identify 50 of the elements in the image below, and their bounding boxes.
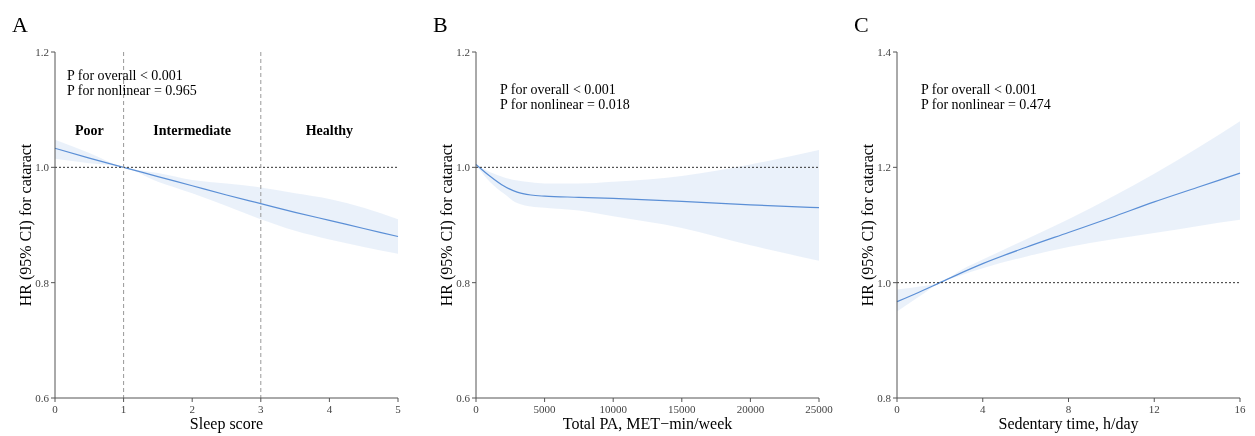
y-tick-label: 0.6 (456, 391, 471, 404)
chart-title: A (12, 12, 28, 37)
y-tick-label: 0.8 (877, 391, 892, 404)
annotation: Poor (74, 122, 104, 138)
y-tick-label: 1.0 (456, 161, 471, 174)
annotation: P for overall < 0.001 (500, 82, 616, 97)
x-axis-title: Sleep score (189, 415, 264, 433)
y-tick-label: 1.2 (877, 161, 891, 174)
y-axis-title: HR (95% CI) for cataract (859, 143, 877, 307)
x-tick-label: 5000 (533, 403, 557, 415)
x-tick-label: 25000 (805, 403, 834, 415)
y-tick-label: 0.8 (456, 276, 471, 289)
x-tick-label: 16 (1234, 403, 1246, 415)
y-tick-label: 0.6 (35, 391, 50, 404)
y-tick-label: 1.0 (877, 276, 892, 289)
annotation: P for overall < 0.001 (921, 82, 1037, 97)
x-tick-label: 12 (1148, 403, 1160, 415)
x-tick-label: 8 (1065, 403, 1072, 415)
y-axis-title: HR (95% CI) for cataract (17, 143, 35, 307)
annotation: P for nonlinear = 0.474 (921, 97, 1051, 112)
x-tick-label: 3 (258, 403, 265, 415)
x-tick-label: 15000 (668, 403, 697, 415)
x-tick-label: 4 (326, 403, 333, 415)
y-tick-label: 1.0 (35, 161, 50, 174)
y-axis-title: HR (95% CI) for cataract (438, 143, 456, 307)
annotation: Intermediate (153, 122, 232, 138)
chart-title: C (854, 12, 869, 37)
line-series (54, 147, 399, 238)
y-tick-label: 1.4 (877, 45, 892, 58)
x-tick-label: 0 (52, 403, 59, 415)
chart-title: B (433, 12, 448, 37)
x-tick-label: 10000 (599, 403, 628, 415)
x-tick-label: 0 (894, 403, 901, 415)
x-tick-label: 20000 (736, 403, 765, 415)
x-tick-label: 1 (120, 403, 127, 415)
x-tick-label: 4 (980, 403, 986, 415)
annotation: P for overall < 0.001 (67, 68, 183, 83)
annotation: Healthy (305, 122, 354, 138)
annotation: P for nonlinear = 0.018 (500, 97, 630, 112)
x-axis-title: Sedentary time, h/day (998, 415, 1139, 433)
y-tick-label: 1.2 (456, 45, 470, 58)
line-series (896, 172, 1241, 303)
y-tick-label: 0.8 (35, 276, 50, 289)
line-series (475, 163, 820, 209)
y-tick-label: 1.2 (35, 45, 49, 58)
annotation: P for nonlinear = 0.965 (67, 83, 197, 98)
x-tick-label: 0 (473, 403, 480, 415)
x-tick-label: 5 (395, 403, 402, 415)
x-axis-title: Total PA, MET−min/week (562, 415, 733, 432)
x-tick-label: 2 (189, 403, 195, 415)
